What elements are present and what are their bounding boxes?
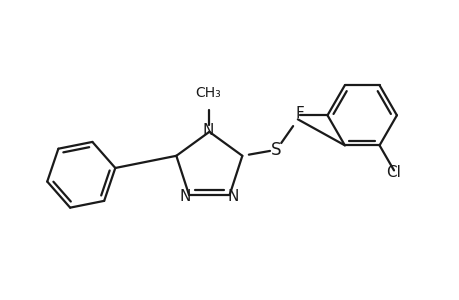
Text: Cl: Cl — [386, 164, 401, 179]
Text: CH₃: CH₃ — [195, 85, 221, 100]
Text: S: S — [271, 141, 281, 159]
Text: N: N — [227, 189, 238, 204]
Text: N: N — [202, 124, 214, 139]
Text: F: F — [295, 106, 304, 121]
Text: N: N — [179, 189, 191, 204]
